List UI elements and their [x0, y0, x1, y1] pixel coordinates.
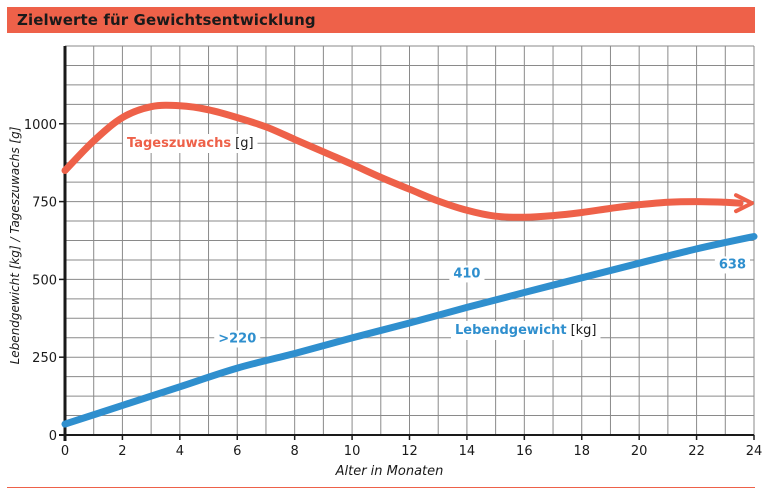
- data-label: >220: [214, 330, 261, 348]
- series-label-tageszuwachs: Tageszuwachs [g]: [123, 134, 258, 153]
- series-line-tageszuwachs: [61, 101, 744, 221]
- x-tick-label: 0: [61, 444, 69, 459]
- x-tick-label: 24: [746, 444, 763, 459]
- data-label-text: 410: [453, 266, 480, 281]
- data-label-text: >220: [218, 332, 256, 347]
- data-label-text: 638: [719, 257, 746, 272]
- series-label-lebendgewicht-text: Lebendgewicht [kg]: [455, 323, 597, 338]
- x-tick-label: 6: [233, 444, 241, 459]
- series-label-lebendgewicht-name: Lebendgewicht: [455, 323, 567, 338]
- y-tick-label: 250: [32, 351, 57, 366]
- series-arrowhead-tageszuwachs: [734, 193, 754, 214]
- x-tick-label: 14: [459, 444, 476, 459]
- x-tick-label: 10: [344, 444, 361, 459]
- page-title: Zielwerte für Gewichtsentwicklung: [17, 11, 316, 29]
- y-tick-label: 750: [32, 196, 57, 211]
- y-axis-title: Lebendgewicht [kg] / Tageszuwachs [g]: [8, 126, 22, 364]
- x-tick-label: 22: [688, 444, 705, 459]
- x-tick-label: 18: [573, 444, 590, 459]
- x-tick-label: 2: [118, 444, 126, 459]
- data-label-bg: [449, 265, 485, 283]
- series-label-lebendgewicht: Lebendgewicht [kg]: [451, 321, 601, 340]
- y-tick-label: 1000: [24, 118, 57, 133]
- title-bar: Zielwerte für Gewichtsentwicklung: [7, 7, 755, 33]
- series-label-tageszuwachs-bg: [123, 134, 258, 153]
- series-label-lebendgewicht-unit: [kg]: [571, 323, 597, 338]
- y-tick-label: 0: [49, 429, 57, 444]
- y-tick-label: 500: [32, 273, 57, 288]
- series-label-tageszuwachs-name: Tageszuwachs: [127, 136, 231, 151]
- series-line-lebendgewicht: [61, 233, 758, 428]
- x-axis-title: Alter in Monaten: [335, 464, 444, 479]
- x-tick-label: 12: [401, 444, 418, 459]
- x-tick-label: 16: [516, 444, 533, 459]
- series-label-lebendgewicht-bg: [451, 321, 601, 340]
- series-label-tageszuwachs-unit: [g]: [235, 136, 253, 151]
- x-tick-label: 4: [176, 444, 184, 459]
- bottom-rule: [7, 487, 755, 488]
- x-tick-label: 8: [291, 444, 299, 459]
- data-label: 638: [714, 256, 750, 274]
- series-label-tageszuwachs-text: Tageszuwachs [g]: [127, 136, 254, 151]
- data-label: 410: [449, 265, 485, 283]
- data-label-bg: [714, 256, 750, 274]
- data-label-bg: [214, 330, 261, 348]
- x-tick-label: 20: [631, 444, 648, 459]
